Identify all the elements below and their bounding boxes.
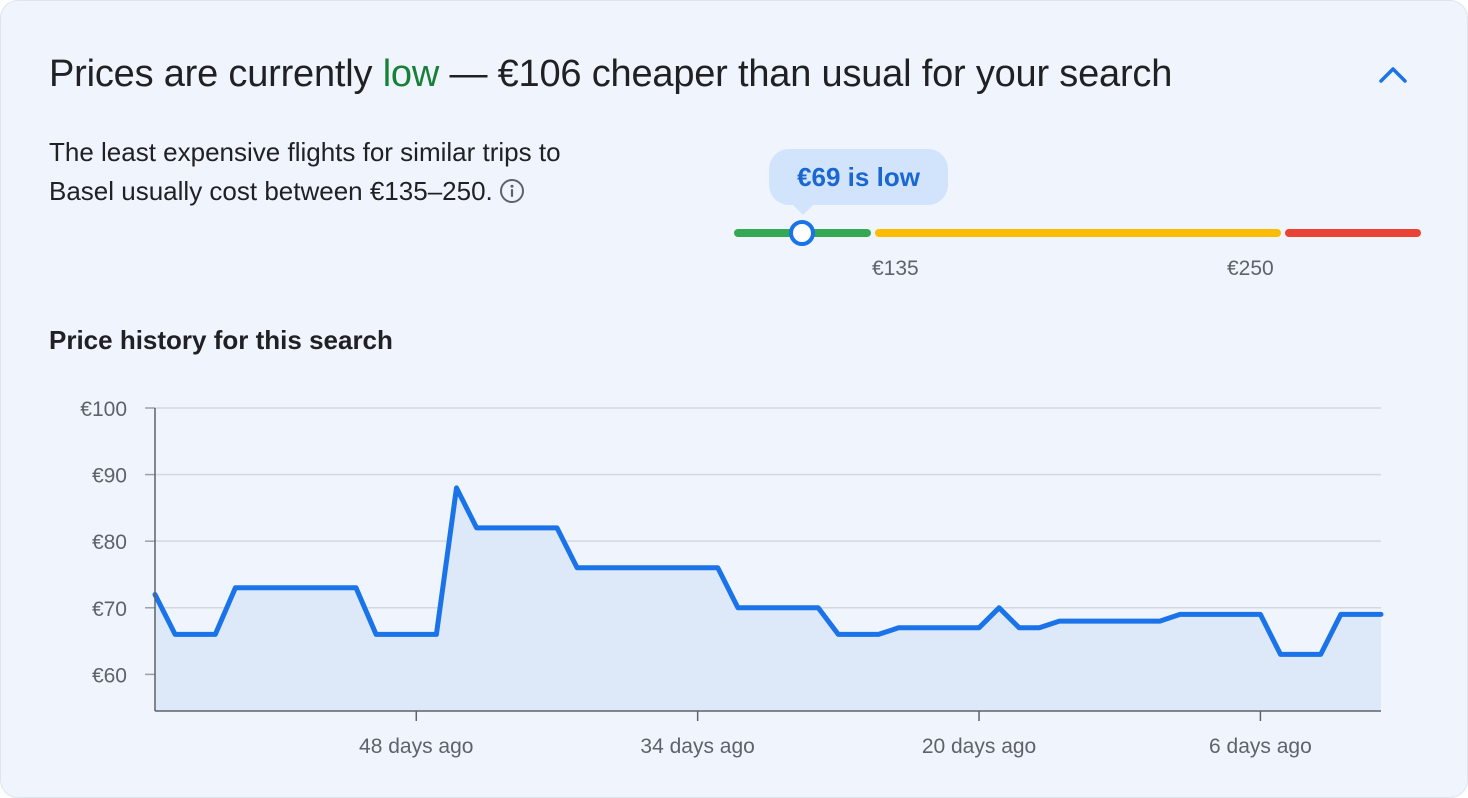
x-tick-label: 48 days ago xyxy=(359,735,473,758)
high-threshold-label: €250 xyxy=(1227,257,1274,280)
current-price-marker[interactable] xyxy=(789,220,815,246)
y-tick-label: €90 xyxy=(92,465,127,488)
x-tick-label: 6 days ago xyxy=(1209,735,1312,758)
price-insights-headline: Prices are currently low — €106 cheaper … xyxy=(49,49,1172,99)
current-price-tooltip: €69 is low xyxy=(769,149,948,215)
low-threshold-label: €135 xyxy=(872,257,919,280)
price-status-text: low xyxy=(382,53,440,95)
info-icon[interactable] xyxy=(499,176,525,215)
y-tick-label: €60 xyxy=(92,664,127,687)
headline-prefix: Prices are currently xyxy=(49,53,383,95)
price-history-title: Price history for this search xyxy=(49,325,393,355)
price-range-description: The least expensive flights for similar … xyxy=(49,133,569,215)
price-history-line xyxy=(152,485,1384,657)
typical-price-segment xyxy=(875,229,1281,237)
headline-suffix: — €106 cheaper than usual for your searc… xyxy=(439,53,1173,95)
x-tick-label: 34 days ago xyxy=(640,735,754,758)
collapse-button[interactable] xyxy=(1369,53,1417,97)
chevron-up-icon xyxy=(1379,67,1407,83)
price-history-chart[interactable]: €100 €90 €80 €70 €60 48 days ago 34 days ago 20… xyxy=(1,381,1441,781)
high-price-segment xyxy=(1285,229,1421,237)
price-area-fill xyxy=(155,487,1381,711)
y-tick-label: €70 xyxy=(92,598,127,621)
y-tick-label: €100 xyxy=(80,398,127,421)
description-text: The least expensive flights for similar … xyxy=(49,137,561,206)
x-tick-label: 20 days ago xyxy=(922,735,1036,758)
y-tick-label: €80 xyxy=(92,531,127,554)
